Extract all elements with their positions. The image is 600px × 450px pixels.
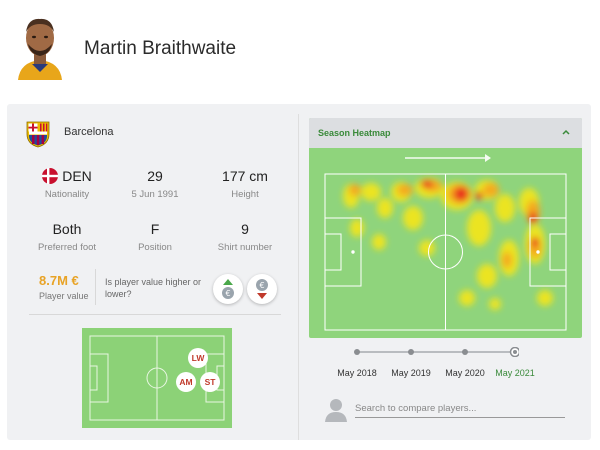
player-card: Barcelona DEN Nationality 29 5 Jun 1991 …	[7, 104, 591, 440]
height-label: Height	[231, 189, 259, 200]
timeline-point-2019[interactable]	[408, 349, 414, 355]
heatmap-panel: Season Heatmap	[309, 118, 582, 338]
position-pitch: LW AM ST	[82, 328, 232, 428]
chevron-up-icon[interactable]	[560, 126, 572, 138]
stat-shirt: 9 Shirt number	[199, 221, 291, 253]
heatmap-blobs	[343, 178, 553, 310]
position-badge-am: AM	[176, 372, 196, 392]
heatmap-pitch-lines	[324, 173, 567, 331]
player-name: Martin Braithwaite	[84, 38, 237, 59]
heatmap-pitch	[324, 154, 567, 331]
timeline-label-2018[interactable]: May 2018	[337, 368, 377, 378]
nationality-label: Nationality	[44, 189, 90, 200]
foot-value: Both	[52, 221, 82, 237]
stat-nationality: DEN Nationality	[21, 168, 113, 200]
arrow-up-euro-icon: €	[222, 279, 234, 299]
stat-foot: Both Preferred foot	[21, 221, 113, 253]
denmark-flag-icon	[42, 168, 59, 184]
foot-label: Preferred foot	[37, 242, 97, 253]
direction-arrow-icon	[405, 154, 491, 162]
value-lower-button[interactable]: €	[247, 274, 277, 304]
shirt-label: Shirt number	[217, 242, 273, 253]
timeline-label-2020[interactable]: May 2020	[445, 368, 485, 378]
heatmap-section: Season Heatmap	[299, 104, 591, 440]
player-info-panel: Barcelona DEN Nationality 29 5 Jun 1991 …	[7, 104, 299, 440]
player-header: Martin Braithwaite	[0, 0, 600, 100]
barcelona-crest-icon	[26, 121, 50, 148]
player-avatar	[18, 18, 62, 80]
section-divider	[29, 314, 281, 315]
position-value: F	[150, 221, 160, 237]
shirt-value: 9	[241, 221, 249, 237]
user-silhouette-icon	[325, 399, 347, 422]
timeline-point-2018[interactable]	[354, 349, 360, 355]
svg-text:€: €	[225, 289, 230, 298]
svg-text:€: €	[259, 281, 264, 290]
position-badge-lw: LW	[188, 348, 208, 368]
player-value-label: Player value	[39, 291, 89, 301]
stat-position: F Position	[109, 221, 201, 253]
value-higher-button[interactable]: €	[213, 274, 243, 304]
age-value: 29	[147, 168, 163, 184]
player-value-amount: 8.7M €	[39, 273, 79, 288]
player-value-question: Is player value higher or lower?	[105, 277, 202, 299]
timeline-label-2021[interactable]: May 2021	[495, 368, 535, 378]
arrow-down-euro-icon: €	[256, 279, 268, 299]
divider	[95, 269, 96, 305]
compare-search-input[interactable]	[355, 400, 565, 418]
birth-date: 5 Jun 1991	[131, 189, 179, 200]
position-badge-st: ST	[200, 372, 220, 392]
position-label: Position	[138, 242, 172, 253]
stat-height: 177 cm Height	[199, 168, 291, 200]
season-timeline	[354, 347, 519, 357]
height-value: 177 cm	[222, 168, 268, 184]
nationality-value: DEN	[62, 168, 92, 184]
stat-age: 29 5 Jun 1991	[109, 168, 201, 200]
timeline-point-2020[interactable]	[462, 349, 468, 355]
club-name: Barcelona	[64, 126, 114, 138]
heatmap-title: Season Heatmap	[318, 128, 391, 138]
column-divider	[298, 114, 299, 440]
timeline-label-2019[interactable]: May 2019	[391, 368, 431, 378]
heatmap-header[interactable]: Season Heatmap	[309, 118, 582, 148]
